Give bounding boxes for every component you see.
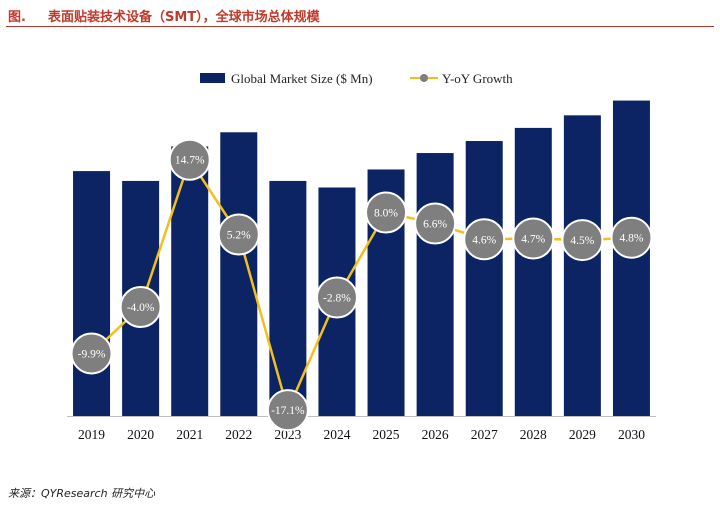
growth-marker-2028 [512,217,555,260]
bar-2027 [465,141,503,416]
bar-series [73,100,650,416]
growth-label-2029: 4.5% [570,235,594,247]
growth-label-2019: -9.9% [78,348,106,360]
title-divider [6,26,714,27]
bar-2029 [563,115,601,416]
x-tick-2026: 2026 [422,427,449,442]
bar-2026 [416,153,454,416]
source-note: 来源：QYResearch 研究中心 [8,487,156,500]
growth-label-2025: 8.0% [374,208,398,220]
legend-line-marker [420,74,428,82]
growth-marker-2024 [315,276,358,319]
bar-2022 [220,132,258,416]
figure-label: 图. [8,10,26,25]
growth-marker-2026 [414,202,457,245]
x-tick-2029: 2029 [569,427,596,442]
growth-label-2021: 14.7% [175,155,205,167]
growth-label-2030: 4.8% [619,233,643,245]
figure-title-text: 表面贴装技术设备（SMT），全球市场总体规模 [47,10,320,25]
legend-bar-swatch [200,73,225,83]
growth-label-2022: 5.2% [227,230,251,242]
x-tick-2019: 2019 [78,427,105,442]
bar-2019 [73,171,111,416]
growth-label-2027: 4.6% [472,234,496,246]
legend-line-label: Y-oY Growth [442,71,513,86]
x-tick-2024: 2024 [323,427,350,442]
growth-marker-2022 [217,213,260,256]
x-tick-2021: 2021 [176,427,203,442]
growth-marker-2025 [365,191,408,234]
x-tick-2025: 2025 [373,427,400,442]
growth-marker-2029 [561,219,604,262]
growth-label-2028: 4.7% [521,233,545,245]
legend-bar-label: Global Market Size ($ Mn) [231,71,373,86]
x-tick-2028: 2028 [520,427,547,442]
x-tick-2030: 2030 [618,427,645,442]
figure-title: 图. 表面贴装技术设备（SMT），全球市场总体规模 [8,6,320,25]
growth-marker-2020 [119,286,162,328]
growth-label-2026: 6.6% [423,219,447,231]
x-tick-2020: 2020 [127,427,154,442]
growth-label-2020: -4.0% [127,302,155,314]
bar-2023 [269,180,307,416]
x-tick-2023: 2023 [274,427,301,442]
x-axis-ticks: 2019 2020 2021 2022 2023 2024 2025 2026 2027 2028… [78,427,645,442]
growth-marker-2019 [70,332,113,375]
growth-label-2023: -17.1% [271,405,305,417]
chart-legend: Global Market Size ($ Mn) Y-oY Growth [200,71,513,86]
growth-marker-2021 [168,138,211,181]
growth-marker-2030 [610,216,653,259]
growth-marker-2023 [266,389,309,432]
x-tick-2022: 2022 [225,427,252,442]
bar-2028 [514,127,552,416]
x-tick-2027: 2027 [471,427,498,442]
bar-2021 [171,146,209,416]
growth-marker-2027 [463,218,506,261]
growth-label-2024: -2.8% [323,293,351,305]
growth-series: -9.9% -4.0% 14.7% 5.2% -17.1% -2.8% 8.0% 6.6% 4.… [70,138,653,432]
